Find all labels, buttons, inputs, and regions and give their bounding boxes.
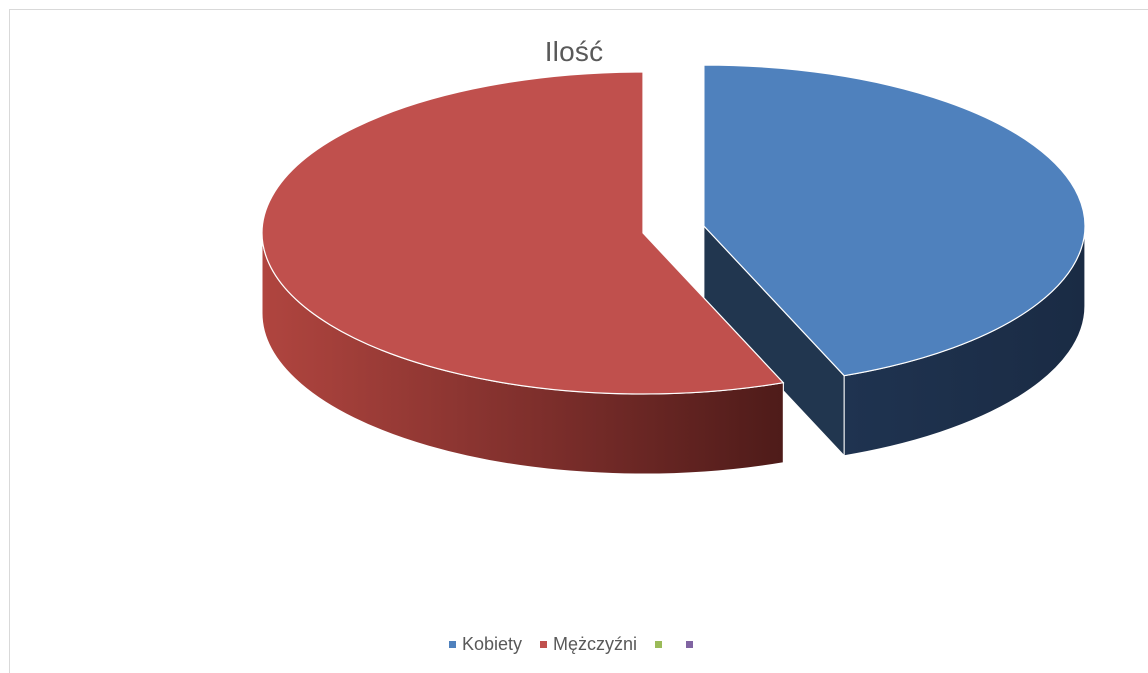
legend-swatch [686, 641, 694, 648]
legend-item [655, 641, 668, 648]
pie-slice-me-z-czyz-ni [261, 71, 785, 475]
chart-title: Ilość [544, 36, 604, 67]
legend-item: Mężczyźni [540, 634, 637, 655]
legend-swatch [448, 641, 456, 648]
pie-slice-top [703, 64, 1086, 377]
pie-slice-kobiety [703, 64, 1086, 457]
legend-label: Mężczyźni [553, 634, 638, 654]
legend-item [686, 641, 699, 648]
legend-label: Kobiety [461, 634, 523, 654]
legend-item: Kobiety [448, 634, 523, 655]
legend-swatch [540, 641, 548, 648]
pie-slice-top [261, 71, 785, 395]
legend: Kobiety Mężczyźni [0, 634, 1148, 655]
legend-swatch [655, 641, 663, 648]
